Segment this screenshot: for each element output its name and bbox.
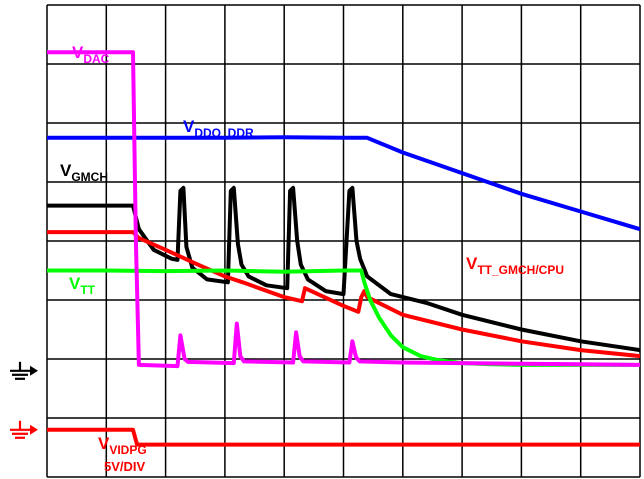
vidpg-scale-label: 5V/DIV [104, 459, 146, 474]
vtt-gmch-label: VTT_GMCH/CPU [466, 254, 564, 277]
vtt-label: VTT [69, 274, 96, 297]
ground-markers [10, 361, 38, 439]
trace-vdac [47, 50, 641, 369]
trace-vddq [47, 135, 641, 232]
trace-vidpg [47, 427, 640, 447]
traces [47, 50, 641, 447]
ground-marker-black [10, 361, 38, 380]
trace-vgmch [47, 185, 641, 353]
vddq-label: VDDQ_DDR [183, 117, 254, 140]
trace-vtt-gmch [47, 230, 641, 359]
vgmch-label: VGMCH [60, 161, 108, 184]
vidpg-label: VVIDPG [98, 434, 147, 457]
ground-marker-red [10, 420, 38, 439]
grid [46, 4, 641, 478]
vdac-label: VDAC [72, 43, 110, 66]
